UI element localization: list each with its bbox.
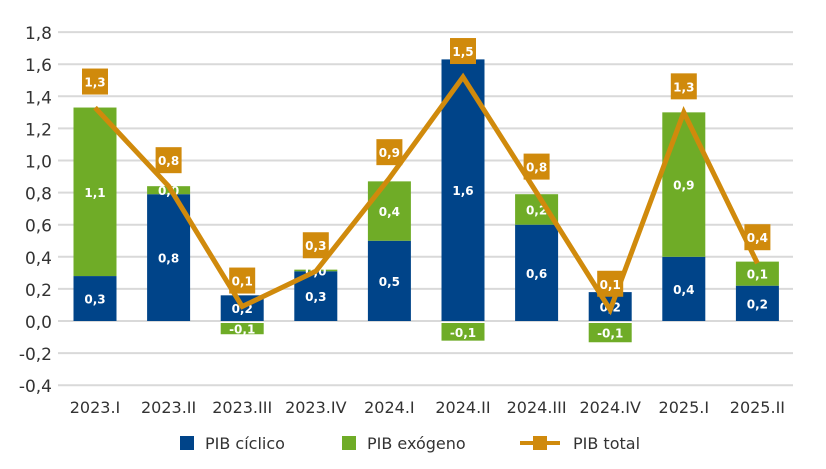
bar-pib-ciclico [367, 240, 411, 321]
y-tick-label: -0,2 [19, 345, 52, 365]
legend-marker-pib-total [533, 436, 547, 450]
bar-pib-exogeno [220, 323, 264, 335]
data-label-pib-total: 0,9 [379, 146, 400, 160]
y-tick-label: 0,4 [25, 249, 52, 269]
legend-label-pib-ciclico: PIB cíclico [205, 434, 285, 453]
bar-label-pib-ciclico: 0,3 [305, 290, 326, 304]
x-tick-label: 2024.II [435, 398, 490, 417]
y-tick-label: 1,8 [25, 24, 52, 44]
y-tick-label: 1,2 [25, 120, 52, 140]
y-tick-label: -0,4 [19, 377, 52, 397]
bar-label-pib-exogeno: 0,9 [673, 179, 694, 193]
marker-pib-total [450, 38, 476, 65]
legend-swatch-pib-ciclico [180, 436, 194, 450]
bar-pib-ciclico [73, 276, 117, 321]
data-label-pib-total: 0,1 [600, 278, 621, 292]
bar-pib-ciclico [735, 285, 779, 321]
data-label-pib-total: 1,5 [452, 45, 473, 59]
bar-pib-ciclico [515, 224, 559, 321]
marker-pib-total [523, 153, 550, 180]
data-label-pib-total: 0,3 [305, 239, 326, 253]
x-tick-label: 2024.III [507, 398, 567, 417]
bar-pib-exogeno [73, 107, 117, 277]
marker-pib-total [229, 267, 256, 294]
bar-label-pib-exogeno: 0,4 [379, 205, 400, 219]
bar-label-pib-exogeno: 0,2 [526, 203, 547, 217]
bar-label-pib-ciclico: 1,6 [452, 184, 473, 198]
data-label-pib-total: 0,4 [747, 231, 768, 245]
bar-label-pib-ciclico: 0,8 [158, 252, 179, 266]
marker-pib-total [744, 224, 771, 251]
bar-pib-exogeno [367, 181, 411, 241]
bar-label-pib-ciclico: 0,2 [747, 297, 768, 311]
marker-pib-total [155, 147, 182, 174]
y-tick-label: 1,0 [25, 153, 52, 173]
bar-label-pib-exogeno: -0,1 [450, 326, 476, 340]
data-label-pib-total: 0,8 [158, 154, 179, 168]
bar-pib-exogeno [588, 323, 632, 343]
marker-pib-total [597, 270, 624, 297]
marker-pib-total [670, 73, 697, 100]
bar-pib-ciclico [147, 194, 191, 321]
data-label-pib-total: 1,3 [84, 76, 105, 90]
bar-label-pib-ciclico: 0,6 [526, 267, 547, 281]
bar-label-pib-exogeno: 0,1 [747, 268, 768, 282]
bar-label-pib-ciclico: 0,5 [379, 275, 400, 289]
data-label-pib-total: 0,8 [526, 161, 547, 175]
bar-label-pib-exogeno: -0,1 [597, 327, 623, 341]
bar-label-pib-exogeno: -0,1 [229, 323, 255, 337]
x-tick-label: 2025.I [659, 398, 710, 417]
bar-pib-exogeno [735, 261, 779, 286]
bar-label-pib-exogeno: 1,1 [84, 186, 105, 200]
marker-pib-total [376, 139, 403, 166]
y-tick-label: 0,0 [25, 313, 52, 333]
data-label-pib-total: 0,1 [232, 275, 253, 289]
line-pib-total [93, 72, 760, 316]
x-tick-label: 2023.I [70, 398, 121, 417]
x-tick-label: 2024.I [364, 398, 415, 417]
data-label-pib-total: 1,3 [673, 80, 694, 94]
bar-pib-exogeno [441, 323, 485, 341]
bar-label-pib-ciclico: 0,4 [673, 283, 694, 297]
bar-pib-ciclico [662, 256, 706, 321]
x-tick-label: 2024.IV [579, 398, 641, 417]
marker-pib-total [302, 232, 329, 259]
bar-label-pib-ciclico: 0,3 [84, 293, 105, 307]
legend-label-pib-exogeno: PIB exógeno [367, 434, 466, 453]
x-tick-label: 2023.III [212, 398, 272, 417]
x-tick-label: 2023.IV [285, 398, 347, 417]
marker-pib-total [82, 68, 108, 95]
x-tick-label: 2025.II [730, 398, 785, 417]
legend-label-pib-total: PIB total [573, 434, 640, 453]
y-tick-label: 1,6 [25, 56, 52, 76]
legend-swatch-pib-exogeno [342, 436, 356, 450]
y-tick-label: 0,8 [25, 185, 52, 205]
x-tick-label: 2023.II [141, 398, 196, 417]
y-tick-label: 0,2 [25, 281, 52, 301]
y-tick-label: 1,4 [25, 88, 52, 108]
y-tick-label: 0,6 [25, 217, 52, 237]
